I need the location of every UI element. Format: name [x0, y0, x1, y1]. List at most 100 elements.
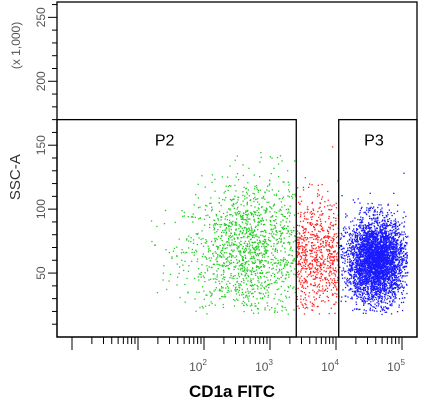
data-point [282, 300, 284, 303]
data-point [341, 245, 343, 247]
data-point [369, 296, 371, 298]
data-point [360, 246, 362, 249]
data-point [403, 221, 406, 223]
data-point [262, 293, 264, 295]
data-point [287, 313, 289, 315]
data-point [364, 266, 366, 268]
data-point [269, 219, 271, 221]
data-point [360, 277, 362, 279]
data-point [259, 189, 262, 191]
data-point [272, 267, 274, 269]
data-point [190, 237, 192, 239]
data-point [368, 226, 370, 229]
data-point [300, 281, 302, 284]
data-point [380, 249, 382, 251]
data-point [391, 227, 393, 229]
data-point [263, 247, 265, 249]
data-point [264, 235, 266, 237]
data-point [321, 184, 323, 186]
data-point [268, 239, 271, 242]
data-point [354, 270, 356, 272]
data-point [388, 239, 390, 241]
data-point [229, 277, 231, 279]
data-point [399, 249, 402, 251]
data-point [346, 279, 348, 281]
data-point [376, 243, 378, 245]
data-point [380, 265, 382, 268]
data-point [374, 266, 376, 268]
data-point [397, 249, 399, 251]
data-point [363, 296, 366, 298]
data-point [344, 231, 346, 233]
data-point [393, 212, 395, 215]
data-point [360, 216, 362, 218]
data-point [350, 283, 352, 285]
data-point [244, 256, 247, 258]
data-point [348, 244, 351, 246]
data-point [331, 262, 333, 264]
data-point [197, 207, 200, 209]
data-point [300, 258, 302, 261]
data-point [376, 213, 378, 216]
data-point [407, 235, 409, 238]
data-point [373, 272, 375, 275]
data-point [373, 286, 375, 288]
data-point [301, 226, 304, 229]
data-point [405, 260, 407, 262]
data-point [287, 290, 289, 293]
data-point [318, 230, 320, 232]
data-point [332, 294, 334, 296]
data-point [372, 261, 375, 263]
data-point [331, 205, 333, 207]
data-point [354, 275, 357, 277]
data-point [360, 261, 363, 263]
data-point [362, 245, 365, 247]
data-point [197, 183, 199, 185]
data-point [304, 265, 306, 268]
data-point [385, 294, 387, 296]
data-point [277, 259, 279, 262]
data-point [258, 208, 260, 210]
data-point [384, 306, 387, 308]
data-point [399, 280, 402, 282]
data-point [334, 279, 336, 281]
data-point [262, 243, 264, 245]
data-point [236, 288, 239, 291]
data-point [312, 289, 314, 291]
data-point [302, 248, 304, 251]
data-point [364, 269, 366, 271]
data-point [291, 231, 293, 233]
data-point [314, 228, 316, 230]
data-point [302, 232, 304, 234]
data-point [214, 232, 216, 234]
data-point [329, 257, 331, 259]
data-point [197, 268, 200, 270]
data-point [270, 216, 272, 218]
data-point [293, 273, 295, 275]
data-point [205, 294, 207, 296]
data-point [354, 279, 356, 281]
data-point [301, 279, 303, 282]
data-point [299, 263, 301, 265]
data-point [376, 236, 379, 238]
data-point [299, 277, 301, 279]
data-point [230, 259, 232, 261]
data-point [302, 251, 304, 253]
data-point [347, 272, 350, 274]
data-point [270, 233, 272, 235]
data-point [369, 275, 371, 277]
data-point [316, 220, 319, 222]
data-point [265, 250, 267, 252]
data-point [389, 261, 391, 264]
data-point [275, 230, 277, 232]
data-point [260, 277, 262, 279]
data-point [375, 296, 377, 299]
data-point [383, 217, 385, 219]
data-point [388, 290, 390, 292]
data-point [181, 210, 183, 212]
data-point [377, 233, 379, 236]
data-point [352, 267, 354, 269]
data-point [260, 156, 262, 159]
data-point [333, 204, 335, 206]
data-point [368, 280, 370, 282]
